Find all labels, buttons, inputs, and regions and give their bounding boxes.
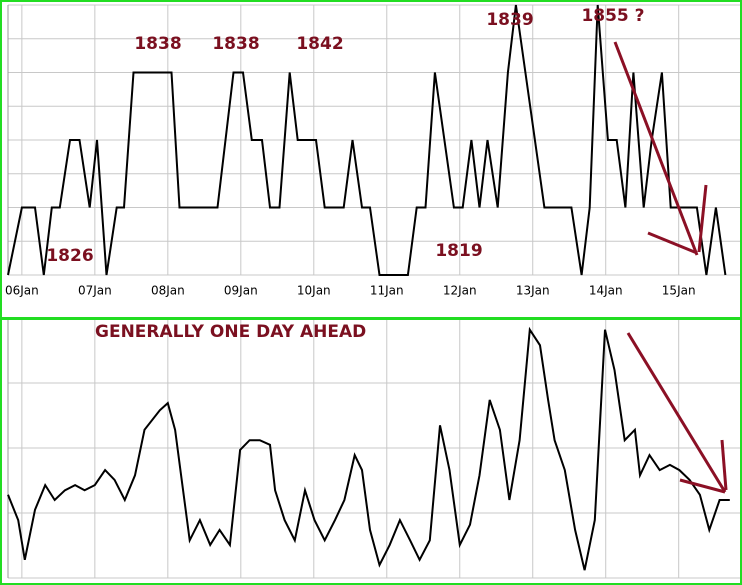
data-line bbox=[7, 326, 730, 571]
x-tick-label: 11Jan bbox=[370, 284, 404, 298]
arrow bbox=[647, 231, 698, 255]
annotation: 1842 bbox=[296, 34, 343, 54]
x-tick-label: 12Jan bbox=[443, 284, 477, 298]
x-tick-label: 07Jan bbox=[78, 284, 112, 298]
plots: 06Jan 07Jan 08Jan 09Jan 10Jan 11Jan 12Jan 13Jan… bbox=[5, 4, 740, 579]
arrow bbox=[697, 184, 708, 253]
arrow bbox=[720, 439, 728, 491]
arrow bbox=[626, 332, 727, 493]
annotation: 1838 bbox=[212, 34, 259, 54]
annotation: 1826 bbox=[46, 246, 93, 266]
annotation: 1819 bbox=[435, 241, 482, 261]
annotation: 1838 bbox=[134, 34, 181, 54]
annotation: 1839 bbox=[486, 10, 533, 30]
x-tick-label: 10Jan bbox=[297, 284, 331, 298]
x-tick-label: 15Jan bbox=[662, 284, 696, 298]
arrow bbox=[679, 478, 726, 494]
data-line bbox=[7, 4, 727, 276]
x-tick-label: 09Jan bbox=[224, 284, 258, 298]
arrows bbox=[613, 41, 728, 494]
annotation: GENERALLY ONE DAY AHEAD bbox=[95, 322, 366, 342]
arrow bbox=[613, 41, 699, 256]
x-tick-label: 14Jan bbox=[589, 284, 623, 298]
annotation: 1855 ? bbox=[581, 6, 644, 26]
x-tick-label: 06Jan bbox=[5, 284, 39, 298]
x-tick-label: 08Jan bbox=[151, 284, 185, 298]
bottom-panel-border bbox=[0, 318, 742, 585]
x-tick-label: 13Jan bbox=[516, 284, 550, 298]
